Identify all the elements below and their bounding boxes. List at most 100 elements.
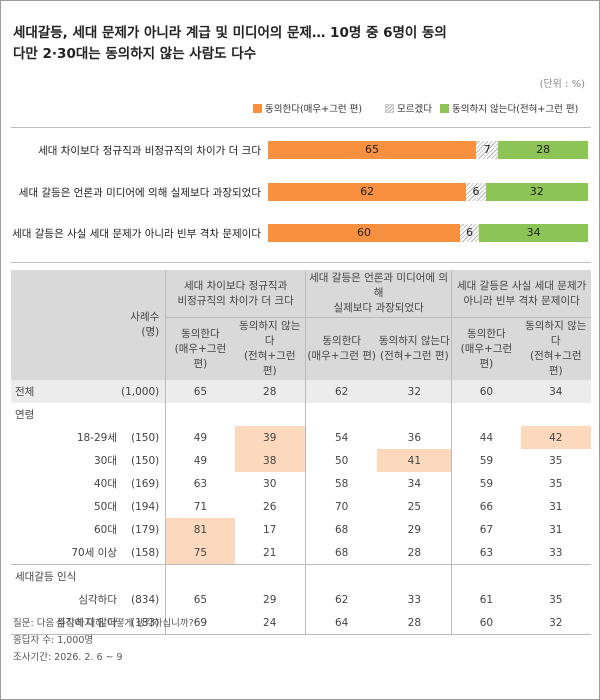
bar-row: 62 6 32 <box>268 183 588 201</box>
sub-agree-line-1: 동의한다 <box>322 335 362 347</box>
table-row: 70세 이상 (158) 75 21 68 28 63 33 <box>11 541 591 565</box>
row-label: 심각하지 않다 <box>11 611 121 635</box>
table-row: 40대 (169) 63 30 58 34 59 35 <box>11 472 591 495</box>
row-label: 70세 이상 <box>71 547 117 559</box>
row-sample-size: (150) <box>131 431 160 444</box>
table-row: 심각하지 않다 (133) 69 24 64 28 60 32 <box>11 611 591 635</box>
sub-agree-line-2: (매우+그런 편) <box>460 342 513 370</box>
table-cell: 33 <box>407 593 422 606</box>
table-cell: 65 <box>165 380 235 403</box>
table-cell: 34 <box>549 385 563 398</box>
table-cell: 35 <box>549 593 563 606</box>
empty-cell <box>165 564 235 588</box>
bar-value-label: 6 <box>466 226 474 239</box>
legend-swatch-unknown <box>385 103 394 113</box>
row-sample-size: (133) <box>121 611 166 635</box>
bar-value-label: 60 <box>357 226 371 239</box>
table-cell: 35 <box>549 454 563 467</box>
group-header-2: 세대 갈등은 언론과 미디어에 의해 실제보다 과장되었다 <box>304 270 452 318</box>
bar-value-label: 6 <box>472 185 480 198</box>
row-label: 30대 <box>93 455 117 467</box>
footer-respondents: 응답자 수: 1,000명 <box>13 635 94 646</box>
legend-item-agree: 동의한다(매우+그런 편) <box>253 101 362 115</box>
bar-segment <box>479 224 588 242</box>
size-header-line-2: (명) <box>141 326 160 338</box>
section-label: 세대갈등 인식 <box>11 564 121 588</box>
table-cell: 31 <box>549 523 563 536</box>
title-line-2: 다만 2·30대는 동의하지 않는 사람도 다수 <box>13 46 257 62</box>
table-cell: 81 <box>165 518 235 541</box>
table-cell: 49 <box>165 426 235 449</box>
table-cell: 68 <box>304 518 378 541</box>
sub-agree-line-1: 동의한다 <box>467 327 506 340</box>
legend: 동의한다(매우+그런 편) 모르겠다 동의하지 않는다(전혀+그런 편) <box>253 101 593 117</box>
table-cell: 64 <box>304 611 378 635</box>
table-section-age: 연령 <box>11 403 591 426</box>
empty-cell <box>121 564 166 588</box>
table-cell: 44 <box>451 426 521 449</box>
legend-item-unknown: 모르겠다 <box>385 101 432 115</box>
empty-cell <box>520 564 591 588</box>
table-cell: 61 <box>451 588 521 611</box>
group-3-line-2: 아니라 빈부 격차 문제이다 <box>463 294 580 307</box>
empty-cell <box>165 403 235 426</box>
table-cell: 28 <box>263 385 277 398</box>
table-cell: 32 <box>520 611 591 635</box>
table-cell: 62 <box>304 588 378 611</box>
sub-header-disagree-3: 동의하지 않는다 (전혀+그런 편) <box>520 317 591 380</box>
sub-disagree-line-1: 동의하지 않는다 <box>378 335 450 347</box>
bar-segment <box>498 141 588 159</box>
bar-value-label: 62 <box>360 185 375 198</box>
table-cell: 58 <box>304 472 378 495</box>
row-sample-size: (158) <box>131 546 160 559</box>
row-label: 40대 <box>93 478 117 490</box>
legend-label-disagree: 동의하지 않는다(전혀+그런 편) <box>452 104 579 115</box>
table-cell: 42 <box>520 426 591 449</box>
sub-header-disagree-1: 동의하지 않는다 (전혀+그런 편) <box>234 317 306 380</box>
table-header-row-2: 동의한다 (매우+그런 편) 동의하지 않는다 (전혀+그런 편) 동의한다 (매우+… <box>11 317 591 380</box>
bar-segment <box>466 183 486 201</box>
bar-segment <box>268 224 460 242</box>
table-cell: 67 <box>451 518 521 541</box>
group-1-line-2: 비정규직의 차이가 더 크다 <box>177 294 294 307</box>
table-cell: 28 <box>377 611 452 635</box>
size-header-line-1: 사례수 <box>130 311 160 323</box>
row-label: 60대 <box>93 524 117 536</box>
table-cell: 59 <box>451 472 521 495</box>
sub-header-agree-1: 동의한다 (매우+그런 편) <box>165 317 235 380</box>
table-cell: 21 <box>263 546 277 559</box>
row-sample-size: (169) <box>131 477 160 490</box>
footer-period: 조사기간: 2026. 2. 6 ~ 9 <box>13 652 123 663</box>
crosstab-table: 사례수 (명) 세대 차이보다 정규직과 비정규직의 차이가 더 크다 세대 갈… <box>11 270 591 635</box>
sub-agree-line-2: (매우+그런 편) <box>174 342 227 370</box>
sub-disagree-line-2: (전혀+그런 편) <box>380 350 449 362</box>
sub-disagree-line-1: 동의하지 않는다 <box>239 320 301 347</box>
table-cell: 69 <box>165 611 235 635</box>
chart-bottom-rule <box>11 262 591 263</box>
bar-value-label: 65 <box>365 143 379 156</box>
bar-row: 60 6 34 <box>268 224 588 242</box>
sub-disagree-line-2: (전혀+그런 편) <box>243 350 296 377</box>
footer-question: 질문: 다음 주장에 대해 어떻게 생각하십니까? <box>13 618 194 629</box>
group-header-3: 세대 갈등은 사실 세대 문제가 아니라 빈부 격차 문제이다 <box>451 270 591 318</box>
table-cell: 66 <box>451 495 521 518</box>
row-label: 50대 <box>93 501 117 513</box>
table-row: 30대 (150) 49 38 50 41 59 35 <box>11 449 591 472</box>
empty-cell <box>234 564 306 588</box>
table-row: 심각하다 (834) 65 29 62 33 61 35 <box>11 588 591 611</box>
legend-swatch-disagree <box>440 103 449 113</box>
sub-header-agree-2: 동의한다 (매우+그런 편) <box>304 317 378 380</box>
table-cell: 63 <box>165 472 235 495</box>
table-cell: 65 <box>165 588 235 611</box>
table-row: 50대 (194) 71 26 70 25 66 31 <box>11 495 591 518</box>
table-row-total: 전체 (1,000) 65 28 62 32 60 34 <box>11 380 591 403</box>
legend-item-disagree: 동의하지 않는다(전혀+그런 편) <box>440 101 578 115</box>
table-cell: 24 <box>234 611 306 635</box>
table-cell: 75 <box>165 541 235 565</box>
legend-label-agree: 동의한다(매우+그런 편) <box>265 104 363 115</box>
group-2-line-2: 실제보다 과장되었다 <box>333 302 424 314</box>
table-cell: 34 <box>407 477 422 490</box>
bar-category-label: 세대 갈등은 사실 세대 문제가 아니라 빈부 격차 문제이다 <box>12 228 261 240</box>
empty-cell <box>451 403 521 426</box>
bar-segment <box>268 183 467 201</box>
